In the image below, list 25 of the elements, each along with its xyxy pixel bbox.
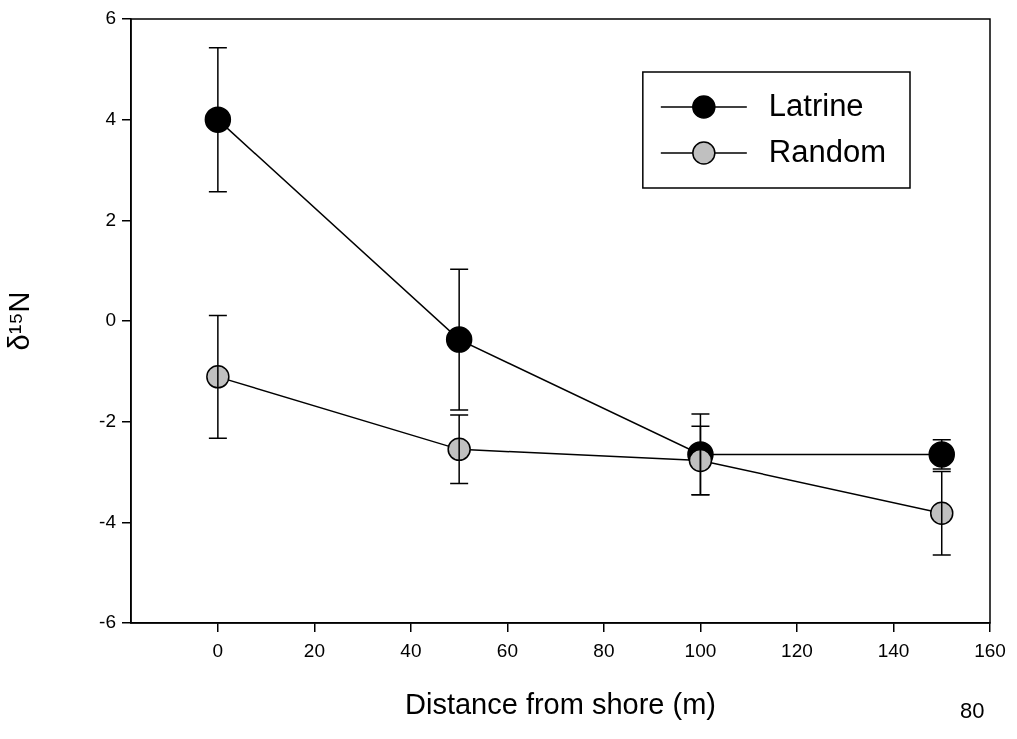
x-tick-label: 120 <box>781 639 813 661</box>
x-tick-label: 20 <box>303 639 325 661</box>
y-tick-label: 0 <box>105 309 116 331</box>
point <box>688 448 713 473</box>
x-tick-label: 60 <box>496 639 518 661</box>
y-tick-label: -2 <box>99 409 116 431</box>
x-axis-title: Distance from shore (m) <box>404 687 717 720</box>
x-tick-label: 100 <box>684 639 717 661</box>
x-tick-label: 0 <box>212 639 224 661</box>
legend-label: Random <box>768 133 887 169</box>
point <box>445 326 473 353</box>
x-tick-label: 140 <box>877 639 910 661</box>
y-tick-label: -6 <box>99 611 116 633</box>
text: 80 <box>960 698 985 724</box>
y-tick-label: -4 <box>99 510 117 532</box>
x-tick-label: 80 <box>593 639 615 661</box>
y-tick-label: 6 <box>105 7 116 29</box>
x-tick-label: 160 <box>974 639 1006 661</box>
y-tick-label: 4 <box>105 107 117 129</box>
point <box>204 106 232 133</box>
point <box>929 501 954 526</box>
y-tick-label: 2 <box>105 208 116 230</box>
x-tick-label: 40 <box>400 639 422 661</box>
y-axis-title: δ¹⁵N <box>3 291 36 351</box>
legend-label: Latrine <box>768 87 864 123</box>
